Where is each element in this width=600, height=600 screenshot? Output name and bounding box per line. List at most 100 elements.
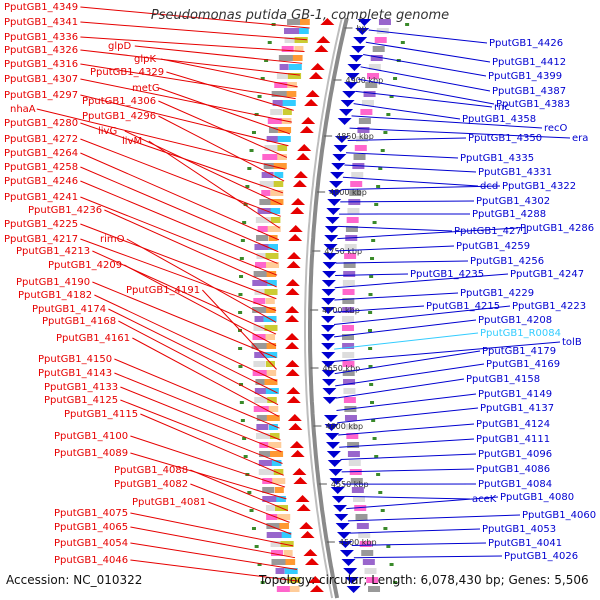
right-label-leader bbox=[334, 305, 425, 313]
feature-block bbox=[296, 28, 309, 34]
reverse-strand-gene-arrow bbox=[320, 18, 335, 25]
inner-feature-block bbox=[342, 325, 355, 331]
feature-block bbox=[271, 91, 287, 97]
forward-strand-gene-arrow bbox=[321, 289, 336, 296]
inner-feature-block bbox=[362, 559, 375, 565]
feature-block bbox=[274, 172, 284, 178]
feature-block bbox=[264, 145, 278, 151]
right-label-leader bbox=[353, 555, 503, 559]
forward-strand-gene-arrow bbox=[330, 487, 345, 494]
reverse-strand-gene-arrow bbox=[296, 153, 311, 160]
reverse-strand-gene-arrow bbox=[293, 477, 308, 484]
feature-block bbox=[253, 361, 266, 367]
feature-block bbox=[263, 163, 274, 169]
feature-block bbox=[259, 199, 271, 205]
forward-strand-gene-arrow bbox=[334, 514, 349, 521]
feature-block bbox=[262, 487, 275, 493]
feature-block bbox=[270, 109, 283, 115]
forward-strand-gene-arrow bbox=[344, 577, 359, 584]
inner-feature-block bbox=[345, 226, 358, 232]
inner-feature-block bbox=[357, 127, 370, 133]
feature-block bbox=[265, 415, 280, 421]
forward-strand-gene-arrow bbox=[324, 226, 339, 233]
forward-strand-gene-arrow bbox=[321, 316, 336, 323]
reverse-strand-gene-arrow bbox=[289, 441, 304, 448]
left-label-leader bbox=[80, 166, 279, 253]
right-label-leader bbox=[349, 528, 481, 534]
track-marker bbox=[370, 257, 375, 260]
left-gene-label: PputGB1_4075 bbox=[54, 508, 128, 519]
feature-block bbox=[284, 568, 298, 574]
feature-tracks bbox=[238, 18, 410, 593]
left-gene-label: PputGB1_4065 bbox=[54, 522, 128, 533]
right-gene-label: PputGB1_4426 bbox=[489, 38, 563, 49]
forward-strand-gene-arrow bbox=[321, 307, 336, 314]
left-gene-label: PputGB1_4168 bbox=[42, 316, 116, 327]
right-label-leader bbox=[360, 66, 491, 92]
track-marker bbox=[238, 293, 243, 296]
feature-block bbox=[255, 217, 271, 223]
feature-block bbox=[268, 424, 278, 430]
left-label-leader bbox=[158, 100, 288, 158]
right-gene-label: PputGB1_4335 bbox=[460, 153, 534, 164]
feature-block bbox=[275, 136, 291, 142]
left-gene-label: PputGB1_4054 bbox=[54, 538, 128, 549]
track-marker bbox=[249, 149, 254, 152]
forward-strand-gene-arrow bbox=[349, 55, 364, 62]
inner-feature-block bbox=[363, 91, 376, 97]
right-label-leader bbox=[333, 305, 511, 326]
feature-block bbox=[279, 532, 292, 538]
right-gene-label: PputGB1_4288 bbox=[472, 209, 546, 220]
left-label-leader bbox=[202, 289, 277, 370]
feature-block bbox=[289, 586, 300, 592]
feature-block bbox=[262, 154, 278, 160]
right-gene-label: PputGB1_4208 bbox=[478, 315, 552, 326]
feature-block bbox=[254, 388, 266, 394]
feature-block bbox=[266, 271, 277, 277]
track-marker bbox=[386, 113, 391, 116]
left-label-leader bbox=[36, 108, 286, 170]
inner-feature-block bbox=[342, 361, 355, 367]
inner-feature-block bbox=[347, 451, 360, 457]
feature-block bbox=[254, 244, 269, 250]
forward-strand-gene-arrow bbox=[333, 145, 348, 152]
inner-feature-block bbox=[348, 460, 361, 466]
right-gene-label: PputGB1_4053 bbox=[482, 524, 556, 535]
feature-block bbox=[252, 280, 268, 286]
feature-block bbox=[251, 343, 267, 349]
inner-feature-block bbox=[345, 424, 358, 430]
track-marker bbox=[376, 185, 381, 188]
left-label-leader bbox=[80, 78, 292, 123]
reverse-strand-gene-arrow bbox=[292, 468, 307, 475]
feature-block bbox=[254, 352, 265, 358]
forward-strand-gene-arrow bbox=[339, 550, 354, 557]
left-label-leader bbox=[80, 238, 277, 311]
reverse-strand-gene-arrow bbox=[310, 63, 325, 70]
left-gene-label: PputGB1_4329 bbox=[90, 67, 164, 78]
right-gene-label: PputGB1_4096 bbox=[478, 449, 552, 460]
left-label-leader bbox=[80, 36, 305, 53]
inner-feature-block bbox=[342, 289, 355, 295]
left-gene-label: PputGB1_4307 bbox=[4, 74, 78, 85]
feature-block bbox=[284, 28, 300, 34]
right-label-leader bbox=[344, 164, 477, 173]
right-label-leader bbox=[351, 115, 543, 129]
feature-block bbox=[257, 226, 268, 232]
feature-block bbox=[264, 280, 277, 286]
feature-block bbox=[266, 226, 281, 232]
right-label-leader bbox=[335, 273, 409, 276]
right-label-leader bbox=[333, 319, 477, 338]
left-label-leader bbox=[158, 115, 285, 182]
feature-block bbox=[286, 73, 302, 79]
feature-block bbox=[256, 424, 269, 430]
left-label-leader bbox=[118, 320, 279, 406]
feature-block bbox=[270, 208, 281, 214]
left-label-leader bbox=[80, 49, 300, 76]
right-label-leader bbox=[338, 225, 453, 232]
left-gene-label: PputGB1_4115 bbox=[64, 409, 138, 420]
right-label-leader bbox=[334, 332, 479, 350]
feature-block bbox=[266, 136, 278, 142]
reverse-strand-gene-arrow bbox=[297, 144, 312, 151]
right-label-leader bbox=[355, 90, 493, 108]
